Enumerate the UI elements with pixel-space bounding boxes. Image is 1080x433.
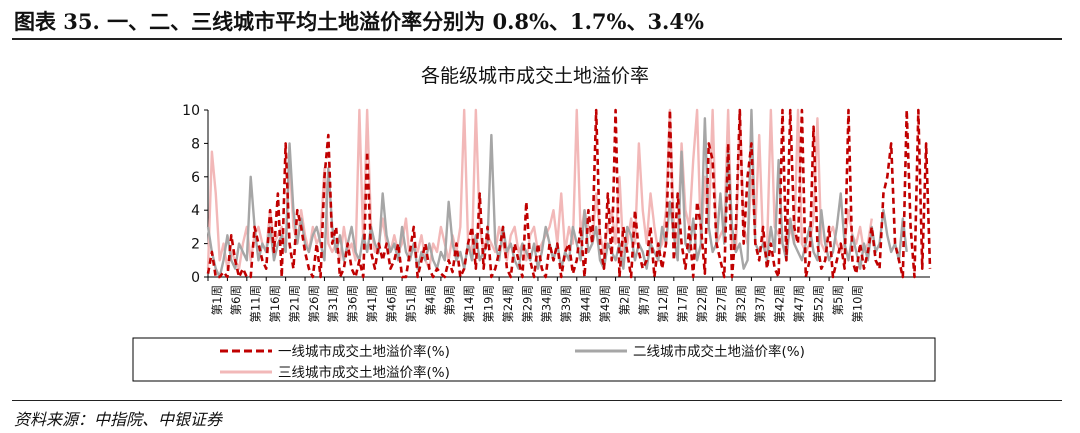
legend-box	[132, 337, 936, 382]
y-tick-label: 0	[191, 270, 200, 286]
x-tick-label: 第46周	[384, 285, 398, 323]
x-tick-label: 第37周	[753, 285, 767, 323]
x-tick-label: 第24周	[501, 285, 515, 323]
x-tick-label: 第29周	[520, 285, 534, 323]
x-tick-label: 第22周	[695, 285, 709, 323]
y-tick-label: 10	[182, 103, 200, 119]
x-tick-label: 第42周	[773, 285, 787, 323]
x-tick-label: 第4周	[423, 285, 437, 315]
legend-label-3: 三线城市成交土地溢价率(%)	[278, 364, 450, 381]
figure-title: 图表 35. 一、二、三线城市平均土地溢价率分别为 0.8%、1.7%、3.4%	[14, 9, 704, 34]
series-line-2	[206, 108, 908, 279]
x-tick-label: 第19周	[482, 285, 496, 323]
x-tick-label: 第26周	[307, 285, 321, 323]
legend: 一线城市成交土地溢价率(%) 二线城市成交土地溢价率(%) 三线城市成交土地溢价率(…	[132, 337, 936, 382]
source-note: 资料来源：中指院、中银证券	[14, 410, 223, 429]
chart-title: 各能级城市成交土地溢价率	[421, 65, 649, 87]
x-tick-label: 第12周	[656, 285, 670, 323]
y-tick-label: 4	[191, 203, 200, 219]
x-tick-label: 第11周	[249, 285, 263, 323]
x-tick-label: 第1周	[210, 285, 224, 315]
legend-label-1: 一线城市成交土地溢价率(%)	[278, 343, 450, 360]
x-tick-label: 第7周	[637, 285, 651, 315]
x-tick-label: 第10周	[850, 285, 864, 323]
x-tick-label: 第49周	[598, 285, 612, 323]
x-tick-label: 第34周	[540, 285, 554, 323]
series-line-1	[206, 108, 932, 279]
x-tick-label: 第6周	[229, 285, 243, 315]
x-tick-label: 第41周	[365, 285, 379, 323]
y-axis: 0 2 4 6 8 10	[182, 103, 209, 286]
y-tick-label: 6	[191, 170, 200, 186]
x-tick-label: 第31周	[326, 285, 340, 323]
x-tick-label: 第16周	[268, 285, 282, 323]
x-tick-label: 第44周	[579, 285, 593, 323]
x-tick-label: 第21周	[287, 285, 301, 323]
x-tick-label: 第2周	[617, 285, 631, 315]
x-tick-label: 第36周	[346, 285, 360, 323]
title-rule	[12, 38, 1062, 40]
x-tick-label: 第32周	[734, 285, 748, 323]
x-tick-label: 第5周	[831, 285, 845, 315]
plot-area	[206, 108, 932, 279]
x-tick-label: 第27周	[714, 285, 728, 323]
x-tick-label: 第17周	[676, 285, 690, 323]
y-tick-label: 2	[191, 237, 200, 253]
x-tick-label: 第39周	[559, 285, 573, 323]
x-tick-label: 第9周	[443, 285, 457, 315]
legend-label-2: 二线城市成交土地溢价率(%)	[633, 343, 805, 360]
x-tick-label: 第52周	[811, 285, 825, 323]
x-axis: 第1周 第6周 第11周 第16周 第21周 第26周 第31周 第36周 第41周 第46周 第5…	[207, 276, 930, 323]
source-rule	[12, 400, 1062, 401]
x-tick-label: 第47周	[792, 285, 806, 323]
x-tick-label: 第14周	[462, 285, 476, 323]
x-tick-label: 第51周	[404, 285, 418, 323]
y-tick-label: 8	[191, 136, 200, 152]
